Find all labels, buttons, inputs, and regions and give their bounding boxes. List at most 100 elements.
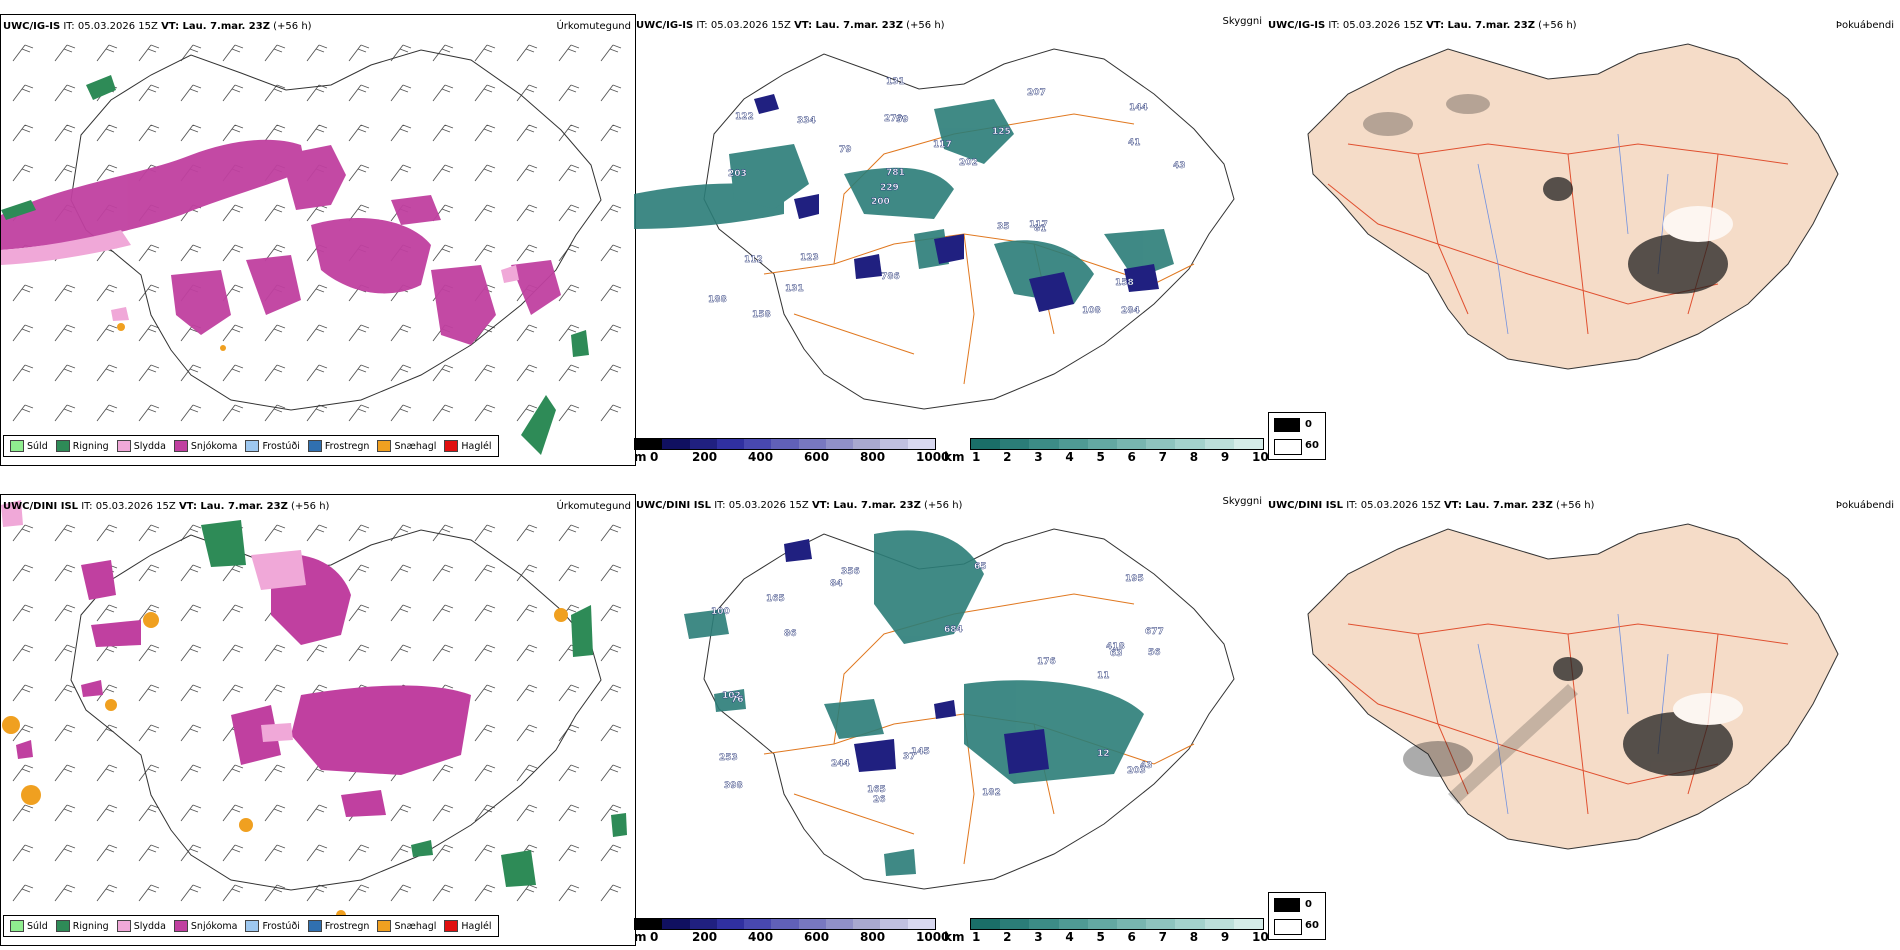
wind-barb: [54, 124, 76, 142]
colorbar-tick: 800: [860, 930, 886, 944]
colorbar-tick: 0: [650, 930, 659, 944]
wind-barb: [138, 724, 160, 742]
colorbar-segment: [1233, 439, 1264, 449]
fog-panel-title: Þokuábendi: [1835, 20, 1894, 31]
wind-barb: [12, 524, 34, 542]
wind-barb: [54, 724, 76, 742]
init-time: IT: 05.03.2026 15Z: [696, 20, 791, 31]
wind-barb: [390, 564, 412, 582]
wind-barb: [222, 84, 244, 102]
wind-barb: [558, 324, 580, 342]
ceiling-value-label: 207: [1027, 88, 1046, 98]
wind-barb: [474, 244, 496, 262]
colorbar-segment: [1058, 919, 1088, 929]
wind-barb: [138, 804, 160, 822]
wind-barb: [600, 684, 622, 702]
legend-item: Frostregn: [307, 440, 369, 452]
fog-title-row2: UWC/DINI ISL IT: 05.03.2026 15Z VT: Lau.…: [1268, 500, 1594, 512]
ceiling-value-label: 684: [944, 625, 963, 635]
wind-barb: [432, 44, 454, 62]
legend-label: Snjókoma: [190, 920, 238, 932]
legend-swatch: [173, 440, 188, 452]
cloud-panel-title: Skyggni: [1222, 16, 1262, 27]
ceiling-value-label: 117: [933, 140, 952, 150]
valid-time: VT: Lau. 7.mar. 23Z: [794, 20, 903, 31]
legend-swatch: [55, 920, 70, 932]
wind-barb: [516, 564, 538, 582]
wind-barb: [390, 644, 412, 662]
wind-barb: [516, 604, 538, 622]
legend-swatch: [377, 440, 392, 452]
wind-barb: [12, 44, 34, 62]
snow-areas: [1, 139, 561, 345]
legend-label: Frostregn: [324, 920, 370, 932]
wind-barb: [12, 84, 34, 102]
ceiling-value-label: 200: [871, 197, 890, 207]
wind-barb: [264, 764, 286, 782]
ceiling-value-label: 176: [1037, 657, 1056, 667]
colorbar-segment: [1204, 439, 1234, 449]
wind-barb: [180, 844, 202, 862]
ceiling-value-label: 117: [1029, 220, 1048, 230]
visibility-unit: km: [944, 930, 965, 944]
wind-barb: [54, 804, 76, 822]
valid-time: VT: Lau. 7.mar. 23Z: [161, 21, 270, 32]
colorbar-segment: [825, 919, 854, 929]
wind-barb: [264, 684, 286, 702]
wind-barb: [12, 844, 34, 862]
wind-barb: [264, 804, 286, 822]
wind-barb: [306, 124, 328, 142]
wind-barb: [516, 84, 538, 102]
precip-title-row1: UWC/IG-IS IT: 05.03.2026 15Z VT: Lau. 7.…: [3, 21, 312, 33]
colorbar-tick: 9: [1220, 930, 1230, 944]
ceiling-unit: m: [634, 450, 647, 464]
ceiling-value-label: 86: [784, 629, 797, 639]
wind-barb: [264, 84, 286, 102]
wind-barb: [54, 844, 76, 862]
ceiling-value-label: 786: [881, 272, 900, 282]
visibility-unit: km: [944, 450, 965, 464]
lead-time: (+56 h): [291, 501, 330, 512]
wind-barb: [264, 324, 286, 342]
colorbar-segment: [971, 439, 1001, 449]
wind-barb: [558, 44, 580, 62]
colorbar-tick: 200: [692, 450, 718, 464]
legend-label: Rigning: [72, 440, 109, 452]
model-name: UWC/IG-IS: [1268, 20, 1326, 31]
wind-barb: [516, 124, 538, 142]
wind-barb: [432, 84, 454, 102]
wind-barb: [390, 804, 412, 822]
legend-item: Rigning: [55, 920, 109, 932]
colorbar-segment: [716, 439, 745, 449]
cloud-title-row2: UWC/DINI ISL IT: 05.03.2026 15Z VT: Lau.…: [636, 500, 962, 512]
legend-item: Frostúði: [245, 920, 300, 932]
wind-barb: [180, 84, 202, 102]
wind-barb: [600, 884, 622, 902]
wind-barb: [432, 164, 454, 182]
wind-barb: [306, 364, 328, 382]
wind-barb: [180, 564, 202, 582]
wind-barb: [390, 604, 412, 622]
wind-barb: [96, 124, 118, 142]
wind-barb: [600, 164, 622, 182]
wind-barb: [474, 604, 496, 622]
precip-panel-title: Úrkomutegund: [556, 21, 631, 32]
ceiling-value-labels: 12 677 43 684 398 356 418 244 195 86 56 100 11 26 253 1…: [711, 562, 1164, 805]
colorbar-segment: [771, 919, 799, 929]
colorbar-tick: 600: [804, 930, 830, 944]
legend-label: Snæhagl: [394, 440, 437, 452]
wind-barb: [516, 404, 538, 422]
legend-label: Snjókoma: [190, 440, 238, 452]
sleet-areas: [1, 230, 519, 321]
wind-barb: [432, 804, 454, 822]
legend-item: Haglél: [444, 920, 492, 932]
init-time: IT: 05.03.2026 15Z: [63, 21, 158, 32]
legend-item: Snjókoma: [173, 440, 238, 452]
ceiling-value-label: 253: [719, 753, 738, 763]
cloud-panel-row1: 284 203 144 200 125 158 270 117 112 79 188 131 59 202…: [634, 14, 1268, 464]
ceiling-value-labels: 284 203 144 200 125 158 270 117 112 79 188 131 59 202…: [708, 77, 1186, 320]
wind-barb: [138, 644, 160, 662]
wind-barb: [348, 164, 370, 182]
wind-barb: [558, 164, 580, 182]
fog-map-row2: [1307, 523, 1839, 850]
